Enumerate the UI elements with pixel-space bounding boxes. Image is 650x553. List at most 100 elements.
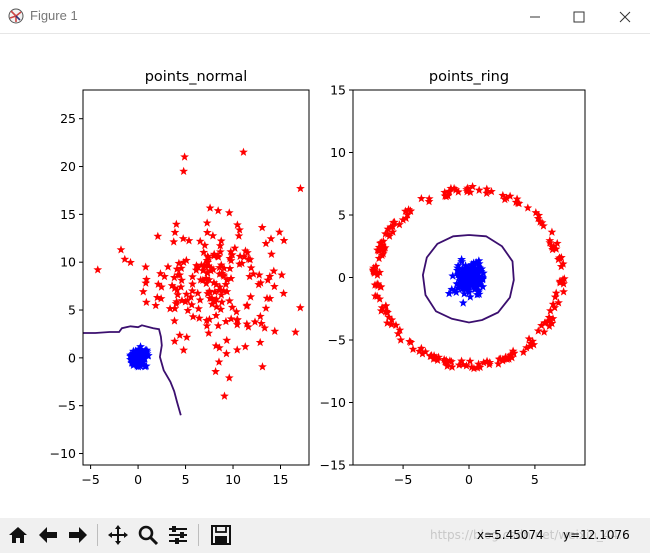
scatter-point	[211, 341, 221, 350]
figure-canvas[interactable]: −5 0 5 10 15 −10 −5 0 5 10 15 20 25 points_normal −5 0…	[0, 34, 650, 518]
scatter-point	[416, 343, 426, 353]
scatter-point	[266, 234, 276, 243]
minimize-icon[interactable]	[512, 0, 558, 33]
figure-svg[interactable]: −5 0 5 10 15 −10 −5 0 5 10 15 20 25 points_normal −5 0…	[0, 34, 650, 518]
scatter-point	[233, 220, 242, 229]
scatter-point	[169, 273, 179, 282]
scatter-point	[136, 361, 146, 371]
scatter-point	[242, 300, 252, 309]
scatter-point	[277, 270, 287, 279]
scatter-point	[232, 315, 242, 325]
scatter-point	[194, 304, 203, 313]
scatter-point	[376, 306, 386, 315]
scatter-point	[244, 322, 253, 331]
scatter-point	[467, 362, 477, 371]
scatter-point	[401, 206, 410, 215]
scatter-point	[469, 261, 479, 270]
scatter-point	[170, 316, 179, 325]
scatter-point	[548, 299, 558, 309]
scatter-point	[173, 290, 183, 299]
scatter-point	[457, 257, 467, 266]
scatter-point	[473, 363, 482, 372]
scatter-point	[381, 229, 390, 238]
scatter-point	[453, 261, 463, 270]
home-icon[interactable]	[6, 523, 30, 547]
scatter-point	[202, 218, 212, 227]
scatter-point	[182, 289, 191, 299]
scatter-point	[234, 231, 244, 240]
subplot-points-ring[interactable]: −5 0 5 −15 −10 −5 0 5 10 15 points_ring	[320, 69, 586, 487]
scatter-point	[465, 187, 475, 197]
scatter-point	[458, 265, 468, 274]
scatter-point	[129, 351, 139, 360]
scatter-point	[216, 260, 226, 269]
scatter-point	[395, 220, 404, 229]
scatter-point	[267, 249, 276, 258]
scatter-point	[202, 321, 212, 330]
scatter-point	[519, 347, 528, 356]
pan-icon[interactable]	[106, 523, 130, 547]
scatter-point	[551, 288, 561, 297]
scatter-point	[378, 236, 388, 246]
y-tick-label: −10	[50, 446, 76, 461]
scatter-point	[255, 337, 265, 347]
scatter-point	[235, 251, 245, 261]
back-arrow-icon[interactable]	[36, 523, 60, 547]
x-tick-label: 5	[531, 472, 539, 487]
scatter-point	[279, 288, 288, 298]
scatter-point	[205, 287, 215, 297]
scatter-point	[203, 261, 213, 270]
scatter-point	[464, 285, 474, 294]
scatter-point	[381, 301, 391, 310]
scatter-point	[138, 350, 148, 359]
scatter-point	[401, 213, 411, 223]
scatter-point	[533, 213, 543, 223]
forward-arrow-icon[interactable]	[66, 523, 90, 547]
scatter-point	[226, 273, 236, 283]
y-tick-label: 15	[60, 207, 76, 222]
scatter-point	[199, 247, 209, 257]
scatter-point	[556, 261, 566, 271]
scatter-point	[555, 278, 565, 287]
scatter-point	[179, 345, 189, 354]
scatter-point	[116, 245, 126, 254]
scatter-point	[421, 347, 430, 356]
scatter-point	[177, 275, 187, 285]
maximize-icon[interactable]	[556, 0, 602, 33]
scatter-point	[240, 342, 250, 351]
scatter-point	[544, 321, 554, 330]
scatter-point	[257, 223, 267, 232]
save-icon[interactable]	[209, 523, 233, 547]
scatter-point	[522, 343, 531, 352]
scatter-point	[477, 264, 487, 273]
scatter-point	[387, 320, 396, 329]
scatter-point	[470, 285, 480, 294]
scatter-point	[469, 363, 479, 373]
y-tick-label: −15	[320, 458, 346, 473]
series-outer	[93, 147, 305, 400]
scatter-point	[384, 312, 394, 321]
scatter-point	[232, 307, 241, 316]
scatter-point	[377, 303, 387, 312]
scatter-point	[374, 242, 384, 252]
close-icon[interactable]	[602, 0, 648, 33]
scatter-point	[388, 227, 398, 236]
scatter-point	[222, 335, 232, 345]
scatter-point	[211, 280, 221, 289]
scatter-point	[200, 240, 210, 250]
scatter-point	[194, 313, 204, 322]
scatter-point	[136, 342, 145, 351]
scatter-point	[226, 314, 236, 323]
scatter-point	[211, 310, 221, 320]
scatter-point	[544, 316, 554, 325]
scatter-point	[546, 306, 555, 315]
configure-subplots-icon[interactable]	[166, 523, 190, 547]
scatter-point	[156, 294, 166, 303]
scatter-point	[216, 290, 226, 299]
scatter-point	[376, 245, 386, 254]
scatter-point	[188, 312, 198, 321]
scatter-point	[256, 318, 266, 328]
scatter-point	[138, 287, 148, 296]
zoom-icon[interactable]	[136, 523, 160, 547]
subplot-points-normal[interactable]: −5 0 5 10 15 −10 −5 0 5 10 15 20 25 points_normal	[50, 69, 310, 487]
